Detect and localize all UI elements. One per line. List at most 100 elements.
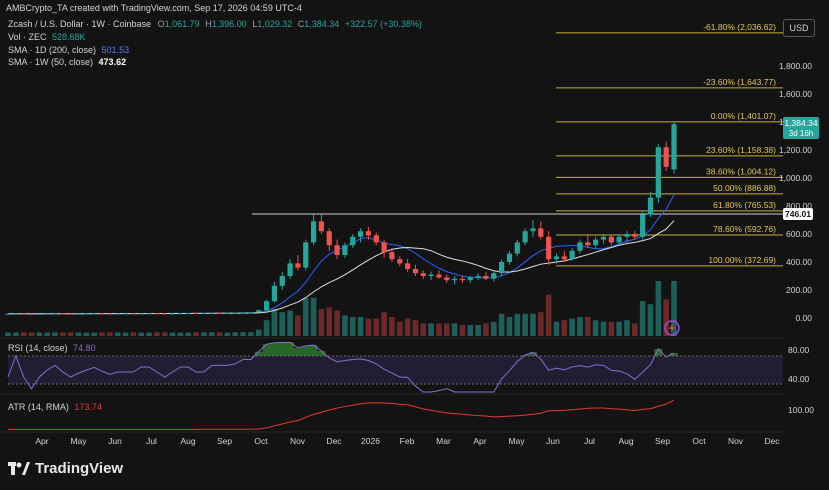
candle-body[interactable]	[21, 313, 27, 315]
candle-body[interactable]	[632, 234, 638, 237]
candle-body[interactable]	[36, 313, 42, 315]
candle-body[interactable]	[303, 242, 309, 268]
candle-body[interactable]	[365, 231, 372, 236]
candle-body[interactable]	[522, 231, 528, 243]
candle-body[interactable]	[201, 313, 207, 315]
candle-body[interactable]	[373, 235, 379, 243]
candle-body[interactable]	[232, 312, 238, 314]
candle-body[interactable]	[530, 228, 536, 232]
candle-body[interactable]	[13, 313, 19, 315]
candle-body[interactable]	[334, 245, 340, 255]
candle-body[interactable]	[475, 276, 481, 278]
candle-body[interactable]	[326, 231, 332, 246]
candle-body[interactable]	[444, 277, 450, 281]
candle-body[interactable]	[185, 313, 191, 315]
candle-body[interactable]	[389, 252, 395, 260]
candle-body[interactable]	[491, 273, 497, 279]
tradingview-logo[interactable]: TradingView	[8, 460, 123, 477]
candle-body[interactable]	[483, 276, 489, 279]
candle-body[interactable]	[663, 147, 669, 167]
candle-body[interactable]	[405, 263, 411, 269]
candle-body[interactable]	[624, 234, 630, 237]
candle-body[interactable]	[279, 276, 285, 286]
candle-body[interactable]	[216, 312, 223, 314]
candle-body[interactable]	[318, 221, 325, 232]
candle-body[interactable]	[162, 313, 168, 315]
candle-body[interactable]	[91, 313, 97, 315]
candle-body[interactable]	[569, 250, 575, 260]
candle-body[interactable]	[68, 313, 74, 315]
candle-body[interactable]	[647, 197, 654, 215]
candle-body[interactable]	[342, 245, 348, 255]
candle-body[interactable]	[436, 274, 442, 278]
candle-body[interactable]	[350, 236, 356, 246]
candle-body[interactable]	[146, 313, 152, 315]
candle-body[interactable]	[452, 278, 458, 281]
candle-body[interactable]	[209, 312, 215, 314]
candle-body[interactable]	[5, 313, 11, 315]
candle-body[interactable]	[616, 236, 622, 243]
candle-body[interactable]	[75, 313, 82, 315]
candle-body[interactable]	[640, 214, 646, 237]
candle-body[interactable]	[271, 285, 277, 302]
candle-body[interactable]	[561, 256, 567, 260]
candle-body[interactable]	[546, 236, 552, 260]
volume-bar	[349, 317, 356, 336]
candle-body[interactable]	[122, 313, 129, 315]
candle-body[interactable]	[459, 278, 466, 281]
candle-body[interactable]	[248, 312, 254, 314]
candle-body[interactable]	[169, 313, 176, 315]
candle-body[interactable]	[577, 242, 583, 251]
candle-body[interactable]	[428, 274, 434, 276]
candle-body[interactable]	[357, 231, 364, 237]
candle-body[interactable]	[310, 221, 317, 243]
candle-body[interactable]	[99, 313, 105, 315]
candle-body[interactable]	[177, 313, 183, 315]
candle-body[interactable]	[467, 277, 473, 281]
candle-body[interactable]	[115, 313, 121, 315]
rsi-legend[interactable]: RSI (14, close) 74.80	[8, 343, 96, 353]
candle-body[interactable]	[420, 273, 426, 276]
candle-body[interactable]	[671, 124, 677, 170]
candle-body[interactable]	[28, 313, 35, 315]
candle-body[interactable]	[600, 236, 607, 240]
candle-body[interactable]	[138, 313, 144, 315]
candle-body[interactable]	[60, 313, 66, 315]
candle-body[interactable]	[107, 313, 113, 315]
lightning-icon[interactable]	[664, 320, 680, 336]
candle-body[interactable]	[295, 263, 301, 268]
candle-body[interactable]	[593, 239, 599, 246]
sma-50-legend[interactable]: SMA · 1W (50, close) 473.62	[8, 57, 126, 67]
candle-body[interactable]	[397, 259, 403, 264]
candle-body[interactable]	[608, 236, 614, 243]
candle-body[interactable]	[499, 262, 505, 274]
candle-body[interactable]	[154, 313, 160, 315]
atr-legend[interactable]: ATR (14, RMA) 173.74	[8, 402, 102, 412]
volume-bar	[177, 332, 184, 336]
sma-200-legend[interactable]: SMA · 1D (200, close) 501.53	[8, 45, 129, 55]
candle-body[interactable]	[287, 263, 293, 276]
candle-body[interactable]	[506, 253, 513, 262]
candle-body[interactable]	[224, 312, 230, 314]
tradingview-logo-icon	[8, 461, 30, 476]
volume-legend[interactable]: Vol · ZEC 528.68K	[8, 32, 86, 42]
candle-body[interactable]	[263, 301, 270, 311]
candle-body[interactable]	[83, 313, 89, 315]
candle-body[interactable]	[585, 242, 591, 246]
candle-body[interactable]	[412, 269, 419, 274]
volume-bar	[169, 332, 176, 336]
candle-body[interactable]	[44, 313, 50, 315]
candle-body[interactable]	[240, 312, 246, 314]
symbol-legend[interactable]: Zcash / U.S. Dollar · 1W · Coinbase O1,0…	[8, 19, 422, 29]
candle-body[interactable]	[256, 310, 262, 313]
candle-body[interactable]	[553, 256, 560, 260]
currency-button[interactable]: USD	[783, 19, 815, 37]
candle-body[interactable]	[538, 228, 544, 237]
candle-body[interactable]	[381, 242, 387, 253]
candle-body[interactable]	[655, 147, 661, 198]
candle-body[interactable]	[193, 313, 199, 315]
candle-body[interactable]	[514, 242, 520, 254]
candle-body[interactable]	[52, 313, 58, 315]
candle-body[interactable]	[130, 313, 136, 315]
